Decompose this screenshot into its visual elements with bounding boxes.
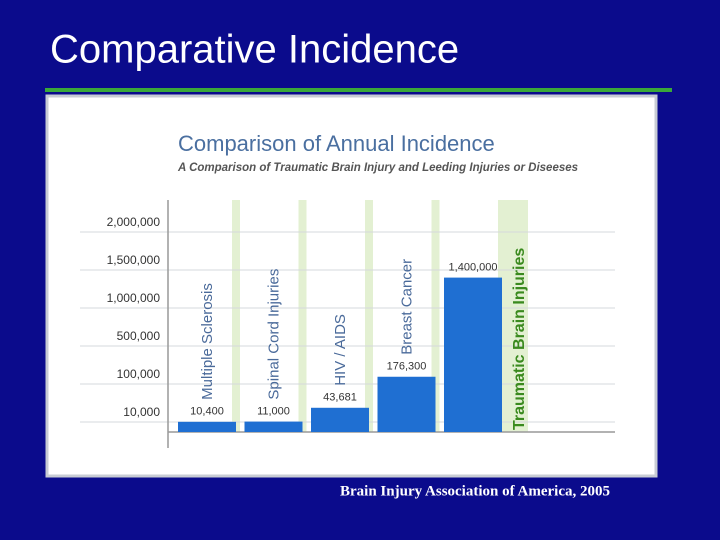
bar xyxy=(444,277,502,432)
source: Brain Injury Association of America, 200… xyxy=(340,483,610,499)
y-tick-label: 500,000 xyxy=(117,329,161,343)
column-band xyxy=(232,200,240,432)
category-label: Spinal Cord Injuries xyxy=(265,269,282,400)
column-band xyxy=(431,200,440,432)
bar xyxy=(178,421,236,432)
chart-title: Comparison of Annual Incidence xyxy=(178,131,495,156)
chart-panel xyxy=(45,94,658,478)
plot: 10,000 100,000 500,000 1,000,000 1,500,000 2,… xyxy=(80,200,615,448)
y-tick-label: 10,000 xyxy=(123,405,160,419)
y-tick-label: 1,500,000 xyxy=(107,253,161,267)
value-label: 10,400 xyxy=(190,406,224,418)
bar xyxy=(244,421,303,432)
value-label: 11,000 xyxy=(257,405,290,417)
value-label: 1,400,000 xyxy=(449,262,498,274)
category-label: Multiple Sclerosis xyxy=(199,283,216,400)
y-tick-label: 1,000,000 xyxy=(107,291,161,305)
y-tick-label: 100,000 xyxy=(117,367,161,381)
y-tick-label: 2,000,000 xyxy=(107,215,161,229)
category-label: Breast Cancer xyxy=(398,259,415,355)
column-band xyxy=(298,200,307,432)
chart-subtitle: A Comparison of Traumatic Brain Injury a… xyxy=(177,162,578,174)
slide-title: Comparative Incidence xyxy=(50,28,459,72)
category-label: Traumatic Brain Injuries xyxy=(511,248,528,430)
column-band xyxy=(365,200,373,432)
bar xyxy=(377,376,436,432)
highlight-band xyxy=(498,200,528,432)
bar xyxy=(311,407,369,432)
value-label: 43,681 xyxy=(323,392,357,404)
category-label: HIV / AIDS xyxy=(332,314,349,386)
value-label: 176,300 xyxy=(387,361,427,373)
